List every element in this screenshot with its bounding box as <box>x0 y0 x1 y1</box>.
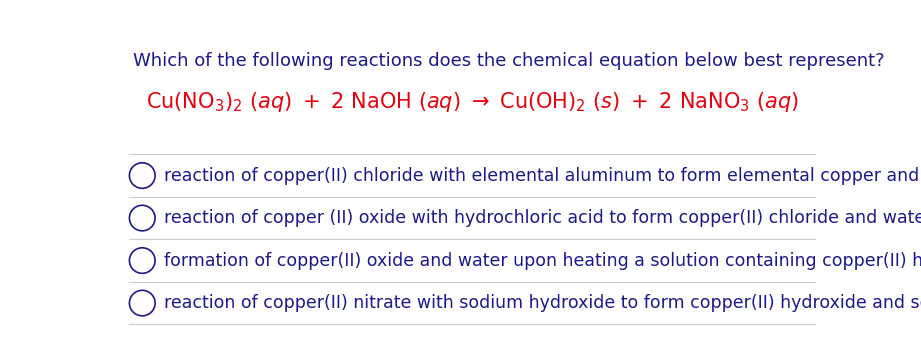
Text: reaction of copper(II) nitrate with sodium hydroxide to form copper(II) hydroxid: reaction of copper(II) nitrate with sodi… <box>164 294 921 312</box>
Text: reaction of copper(II) chloride with elemental aluminum to form elemental copper: reaction of copper(II) chloride with ele… <box>164 167 921 185</box>
Text: formation of copper(II) oxide and water upon heating a solution containing coppe: formation of copper(II) oxide and water … <box>164 252 921 269</box>
Text: $\mathrm{Cu(NO_3)_2\ \mathit{(aq)}\ +\ 2\ NaOH\ \mathit{(aq)}\ \rightarrow\ Cu(O: $\mathrm{Cu(NO_3)_2\ \mathit{(aq)}\ +\ 2… <box>146 90 799 115</box>
Text: Which of the following reactions does the chemical equation below best represent: Which of the following reactions does th… <box>133 52 884 70</box>
Text: reaction of copper (II) oxide with hydrochloric acid to form copper(II) chloride: reaction of copper (II) oxide with hydro… <box>164 209 921 227</box>
